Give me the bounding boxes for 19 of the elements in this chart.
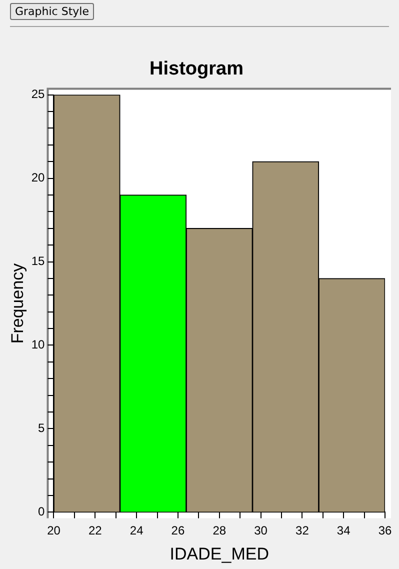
- style-button[interactable]: Graphic Style: [10, 3, 94, 20]
- y-tick-label: 5: [38, 421, 46, 436]
- y-tick-label: 25: [31, 87, 46, 102]
- x-tick-label: 36: [378, 524, 392, 538]
- y-tick-label: 20: [31, 170, 46, 185]
- y-tick-label: 10: [31, 338, 46, 352]
- y-tick-label: 0: [38, 504, 46, 519]
- x-tick-label: 22: [88, 524, 102, 538]
- x-tick-label: 20: [47, 524, 61, 538]
- chart-title: Histogram: [150, 58, 244, 80]
- x-axis-title: IDADE_MED: [170, 544, 269, 564]
- x-tick-label: 26: [171, 524, 185, 538]
- y-tick-label: 15: [31, 254, 46, 268]
- x-tick-label: 34: [336, 524, 351, 538]
- x-tick-label: 30: [254, 524, 268, 538]
- x-tick-label: 24: [130, 524, 144, 538]
- x-tick-label: 28: [212, 524, 226, 538]
- x-tick-label: 32: [296, 524, 310, 538]
- y-axis-title: Frequency: [8, 262, 27, 344]
